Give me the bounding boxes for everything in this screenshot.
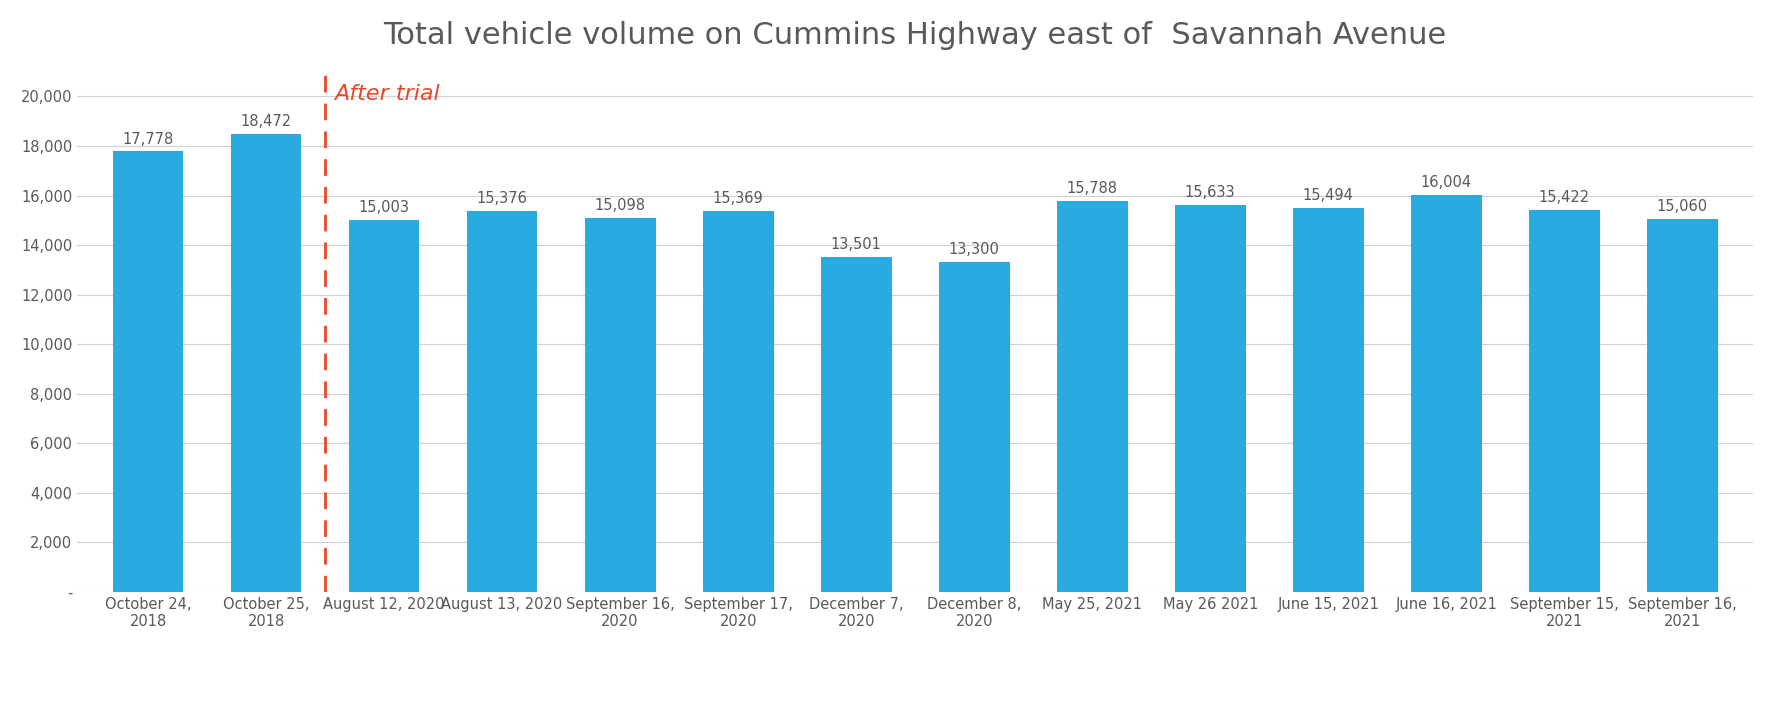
Bar bbox=[1645, 219, 1716, 592]
Bar bbox=[1528, 210, 1599, 592]
Text: 15,003: 15,003 bbox=[358, 200, 410, 215]
Bar bbox=[230, 134, 301, 592]
Text: 15,060: 15,060 bbox=[1656, 199, 1707, 214]
Bar bbox=[938, 262, 1009, 592]
Bar bbox=[821, 258, 892, 592]
Bar bbox=[585, 218, 656, 592]
Bar bbox=[702, 211, 773, 592]
Text: 18,472: 18,472 bbox=[241, 114, 291, 129]
Bar bbox=[112, 152, 183, 592]
Text: After trial: After trial bbox=[335, 84, 440, 104]
Text: 15,633: 15,633 bbox=[1184, 185, 1234, 200]
Text: 13,501: 13,501 bbox=[830, 238, 881, 253]
Text: 15,376: 15,376 bbox=[477, 191, 527, 206]
Bar bbox=[349, 220, 418, 592]
Text: 15,369: 15,369 bbox=[713, 191, 762, 206]
Text: 16,004: 16,004 bbox=[1420, 175, 1472, 191]
Text: 15,098: 15,098 bbox=[594, 198, 645, 213]
Bar bbox=[1174, 204, 1245, 592]
Bar bbox=[1293, 208, 1363, 592]
Bar bbox=[466, 211, 537, 592]
Bar bbox=[1057, 201, 1128, 592]
Text: 15,494: 15,494 bbox=[1301, 188, 1353, 203]
Text: 17,778: 17,778 bbox=[122, 131, 174, 147]
Text: 15,788: 15,788 bbox=[1066, 180, 1117, 196]
Text: 13,300: 13,300 bbox=[949, 243, 998, 258]
Bar bbox=[1410, 196, 1480, 592]
Title: Total vehicle volume on Cummins Highway east of  Savannah Avenue: Total vehicle volume on Cummins Highway … bbox=[383, 21, 1447, 50]
Text: 15,422: 15,422 bbox=[1537, 190, 1589, 205]
